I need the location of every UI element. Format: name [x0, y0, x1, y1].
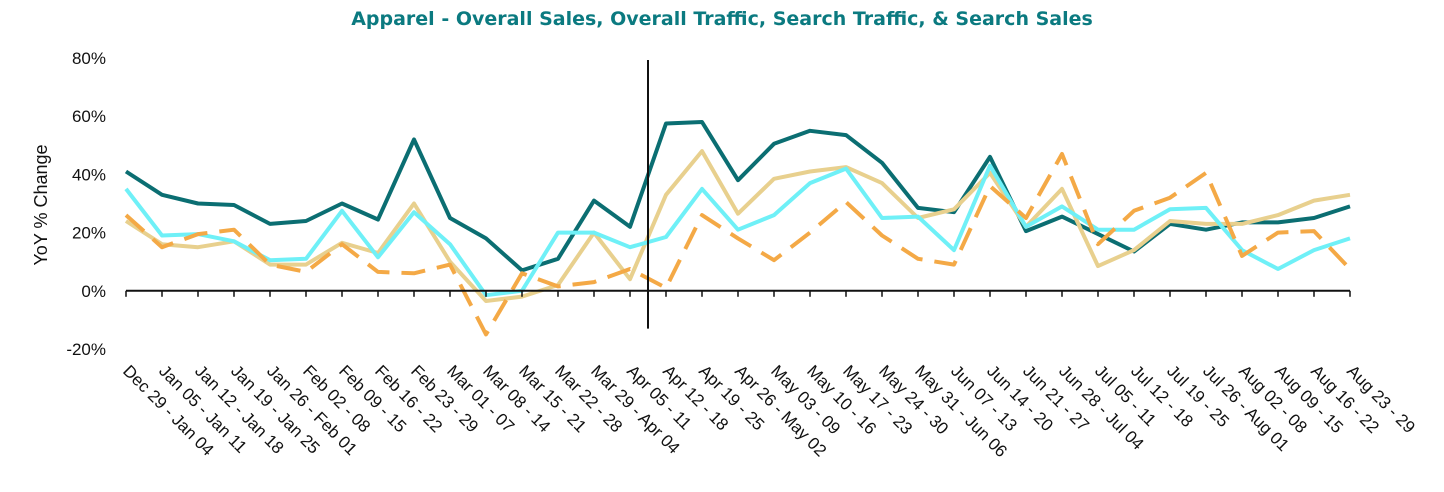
- y-tick-label: 40%: [72, 165, 106, 184]
- y-tick-label: -20%: [66, 340, 106, 359]
- series-line-4: [124, 152, 1352, 337]
- series-line-3: [124, 163, 1351, 298]
- y-tick-label: 0%: [81, 282, 106, 301]
- y-tick-label: 80%: [72, 49, 106, 68]
- series-line-1: [124, 120, 1351, 273]
- y-tick-label: 60%: [72, 107, 106, 126]
- chart-title: Apparel - Overall Sales, Overall Traffic…: [351, 8, 1093, 30]
- x-axis: [125, 289, 1351, 297]
- y-axis: -20% 0% 20% 40% 60% 80%: [66, 49, 106, 359]
- y-tick-label: 20%: [72, 224, 106, 243]
- y-axis-title: YoY % Change: [31, 144, 51, 265]
- series-layer: [124, 120, 1352, 337]
- series-line-2: [124, 149, 1351, 303]
